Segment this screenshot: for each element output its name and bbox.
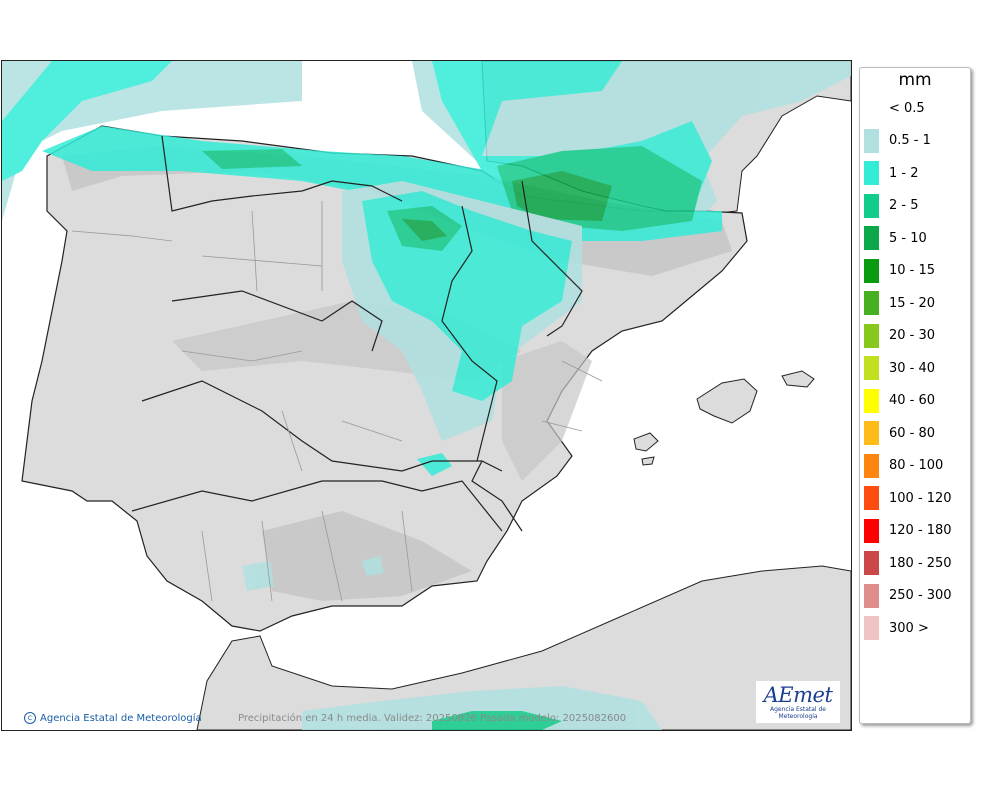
- legend-label: 0.5 - 1: [889, 133, 931, 148]
- legend-swatch: [864, 421, 879, 445]
- precip-1-2-atlantic: [2, 61, 172, 181]
- legend-item: 180 - 250: [864, 551, 952, 575]
- map-canvas: [2, 61, 851, 730]
- precip-1-2-murcia: [417, 453, 452, 476]
- legend-item: 10 - 15: [864, 258, 936, 283]
- legend-label: 300 >: [889, 620, 929, 636]
- aemet-logo-subtext: Agencia Estatal de Meteorología: [769, 706, 826, 720]
- legend-unit: mm: [898, 70, 932, 90]
- legend-item: 30 - 40: [864, 356, 935, 380]
- precip-0.5-1-malaga: [242, 561, 274, 591]
- agency-credit: c Agencia Estatal de Meteorología: [24, 712, 202, 724]
- legend-item: 100 - 120: [864, 486, 952, 510]
- legend-swatch: [864, 193, 879, 218]
- legend-label: 100 - 120: [889, 490, 952, 506]
- legend-swatch: [864, 388, 879, 413]
- mallorca-island: [696, 378, 758, 424]
- legend-label: 1 - 2: [889, 165, 919, 181]
- legend-label: 5 - 10: [889, 230, 927, 246]
- region-boundaries: [131, 135, 583, 532]
- precip-5-10-navarre: [402, 219, 447, 241]
- precip-0.5-1-biscay: [412, 61, 851, 216]
- precip-5-10-pyrenees: [512, 171, 612, 221]
- precipitation-legend: mm < 0.5 0.5 - 1 1 - 2 2 - 5 5 - 10 10 - 15 15…: [859, 67, 971, 724]
- legend-swatch: [864, 616, 879, 640]
- legend-item: 2 - 5: [864, 193, 919, 218]
- legend-swatch: [864, 226, 879, 250]
- legend-label: 60 - 80: [889, 425, 936, 441]
- legend-item: 5 - 10: [864, 226, 927, 250]
- legend-label: 250 - 300: [889, 588, 952, 603]
- legend-item: 60 - 80: [864, 421, 935, 445]
- aemet-logo-mark: AEmet: [763, 683, 833, 707]
- formentera-island: [641, 456, 655, 466]
- legend-item: 300 >: [864, 616, 929, 640]
- copyright-icon: c: [24, 712, 36, 724]
- ibiza-island: [633, 432, 659, 452]
- legend-label: 180 - 250: [889, 555, 952, 571]
- legend-swatch: [864, 161, 879, 185]
- legend-swatch: [864, 453, 879, 478]
- legend-item: < 0.5: [864, 96, 925, 120]
- aemet-logo: AEmet Agencia Estatal de Meteorología: [755, 680, 841, 724]
- eastern-relief: [502, 341, 592, 481]
- map-caption: Precipitación en 24 h media. Validez: 20…: [238, 713, 627, 724]
- precip-2-5-cantabria: [202, 149, 302, 169]
- precip-0.5-1-north-africa: [302, 686, 662, 730]
- legend-swatch: [864, 291, 879, 315]
- precip-2-5-north-africa: [432, 711, 562, 730]
- precip-0.5-1-granada: [362, 556, 384, 576]
- legend-swatch: [864, 258, 879, 283]
- legend-label: 80 - 100: [889, 458, 944, 473]
- legend-swatch: [864, 128, 879, 153]
- agency-credit-text: Agencia Estatal de Meteorología: [40, 712, 202, 724]
- africa-landmass: [196, 565, 851, 730]
- legend-swatch: [864, 323, 879, 348]
- legend-label: < 0.5: [889, 100, 925, 116]
- legend-label: 20 - 30: [889, 328, 936, 343]
- province-boundaries: [71, 201, 603, 602]
- legend-swatch: [864, 486, 879, 510]
- legend-item: 20 - 30: [864, 323, 936, 348]
- legend-swatch: [864, 518, 879, 543]
- legend-swatch: [864, 96, 879, 120]
- precipitation-map: c Agencia Estatal de Meteorología Precip…: [1, 60, 852, 731]
- legend-label: 10 - 15: [889, 263, 936, 278]
- legend-item: 120 - 180: [864, 518, 952, 543]
- legend-swatch: [864, 356, 879, 380]
- legend-label: 2 - 5: [889, 198, 919, 213]
- legend-item: 40 - 60: [864, 388, 936, 413]
- legend-label: 120 - 180: [889, 523, 952, 538]
- southern-relief: [262, 511, 472, 601]
- legend-label: 15 - 20: [889, 295, 936, 311]
- legend-item: 80 - 100: [864, 453, 944, 478]
- legend-label: 40 - 60: [889, 393, 936, 408]
- legend-swatch: [864, 551, 879, 575]
- legend-item: 15 - 20: [864, 291, 935, 315]
- precipitation-fields: [2, 61, 851, 730]
- legend-item: 250 - 300: [864, 583, 952, 608]
- menorca-island: [781, 370, 815, 388]
- legend-swatch: [864, 583, 879, 608]
- legend-label: 30 - 40: [889, 360, 936, 376]
- legend-item: 1 - 2: [864, 161, 919, 185]
- legend-item: 0.5 - 1: [864, 128, 931, 153]
